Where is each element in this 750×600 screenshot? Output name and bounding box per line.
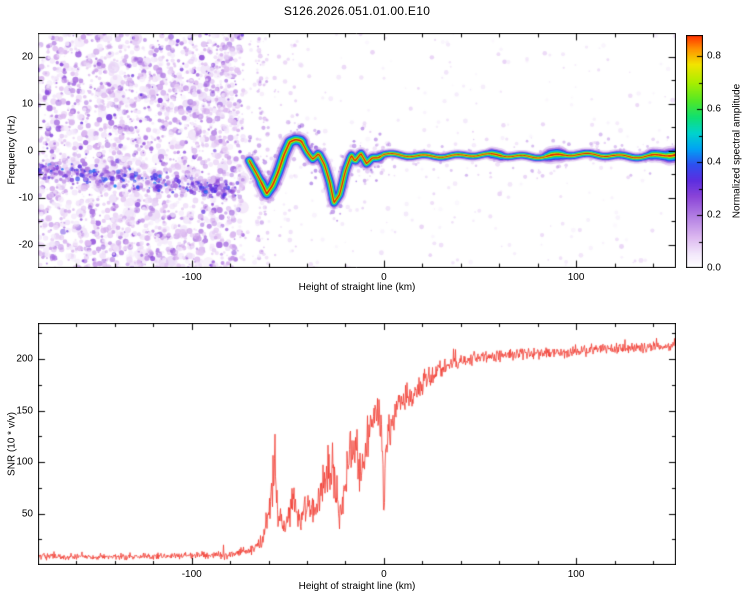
tick-label: 0.4 — [707, 156, 721, 168]
tick-label: 150 — [16, 405, 33, 417]
height-axis-label-top: Height of straight line (km) — [298, 282, 416, 293]
tick-label: 0 — [381, 272, 387, 283]
tick-label: 200 — [16, 353, 33, 365]
tick-label: 0.8 — [707, 50, 721, 62]
height-axis-label-bottom: Height of straight line (km) — [298, 581, 416, 592]
tick-label: 100 — [16, 456, 33, 468]
colorbar-gradient — [686, 35, 703, 268]
tick-label: -10 — [18, 192, 33, 203]
tick-label: 0.0 — [707, 262, 721, 274]
tick-label: 100 — [567, 569, 585, 580]
tick-label: -100 — [181, 569, 202, 580]
tick-label: 0 — [381, 569, 387, 580]
tick-label: -20 — [18, 239, 33, 250]
tick-label: 0.6 — [707, 103, 721, 115]
snr-line-plot — [38, 323, 676, 565]
tick-label: 50 — [21, 508, 33, 519]
tick-label: 100 — [567, 272, 585, 283]
tick-label: -100 — [181, 272, 202, 283]
plot-title: S126.2026.051.01.00.E10 — [283, 4, 431, 18]
tick-label: 0 — [27, 145, 33, 156]
tick-label: 0.2 — [707, 209, 721, 221]
spectrogram-plot — [38, 33, 676, 268]
tick-label: 10 — [21, 98, 33, 109]
colorbar-axis-label: Normalized spectral amplitude — [731, 83, 743, 219]
frequency-axis-label: Frequency (Hz) — [6, 115, 18, 185]
tick-label: 20 — [21, 51, 33, 62]
